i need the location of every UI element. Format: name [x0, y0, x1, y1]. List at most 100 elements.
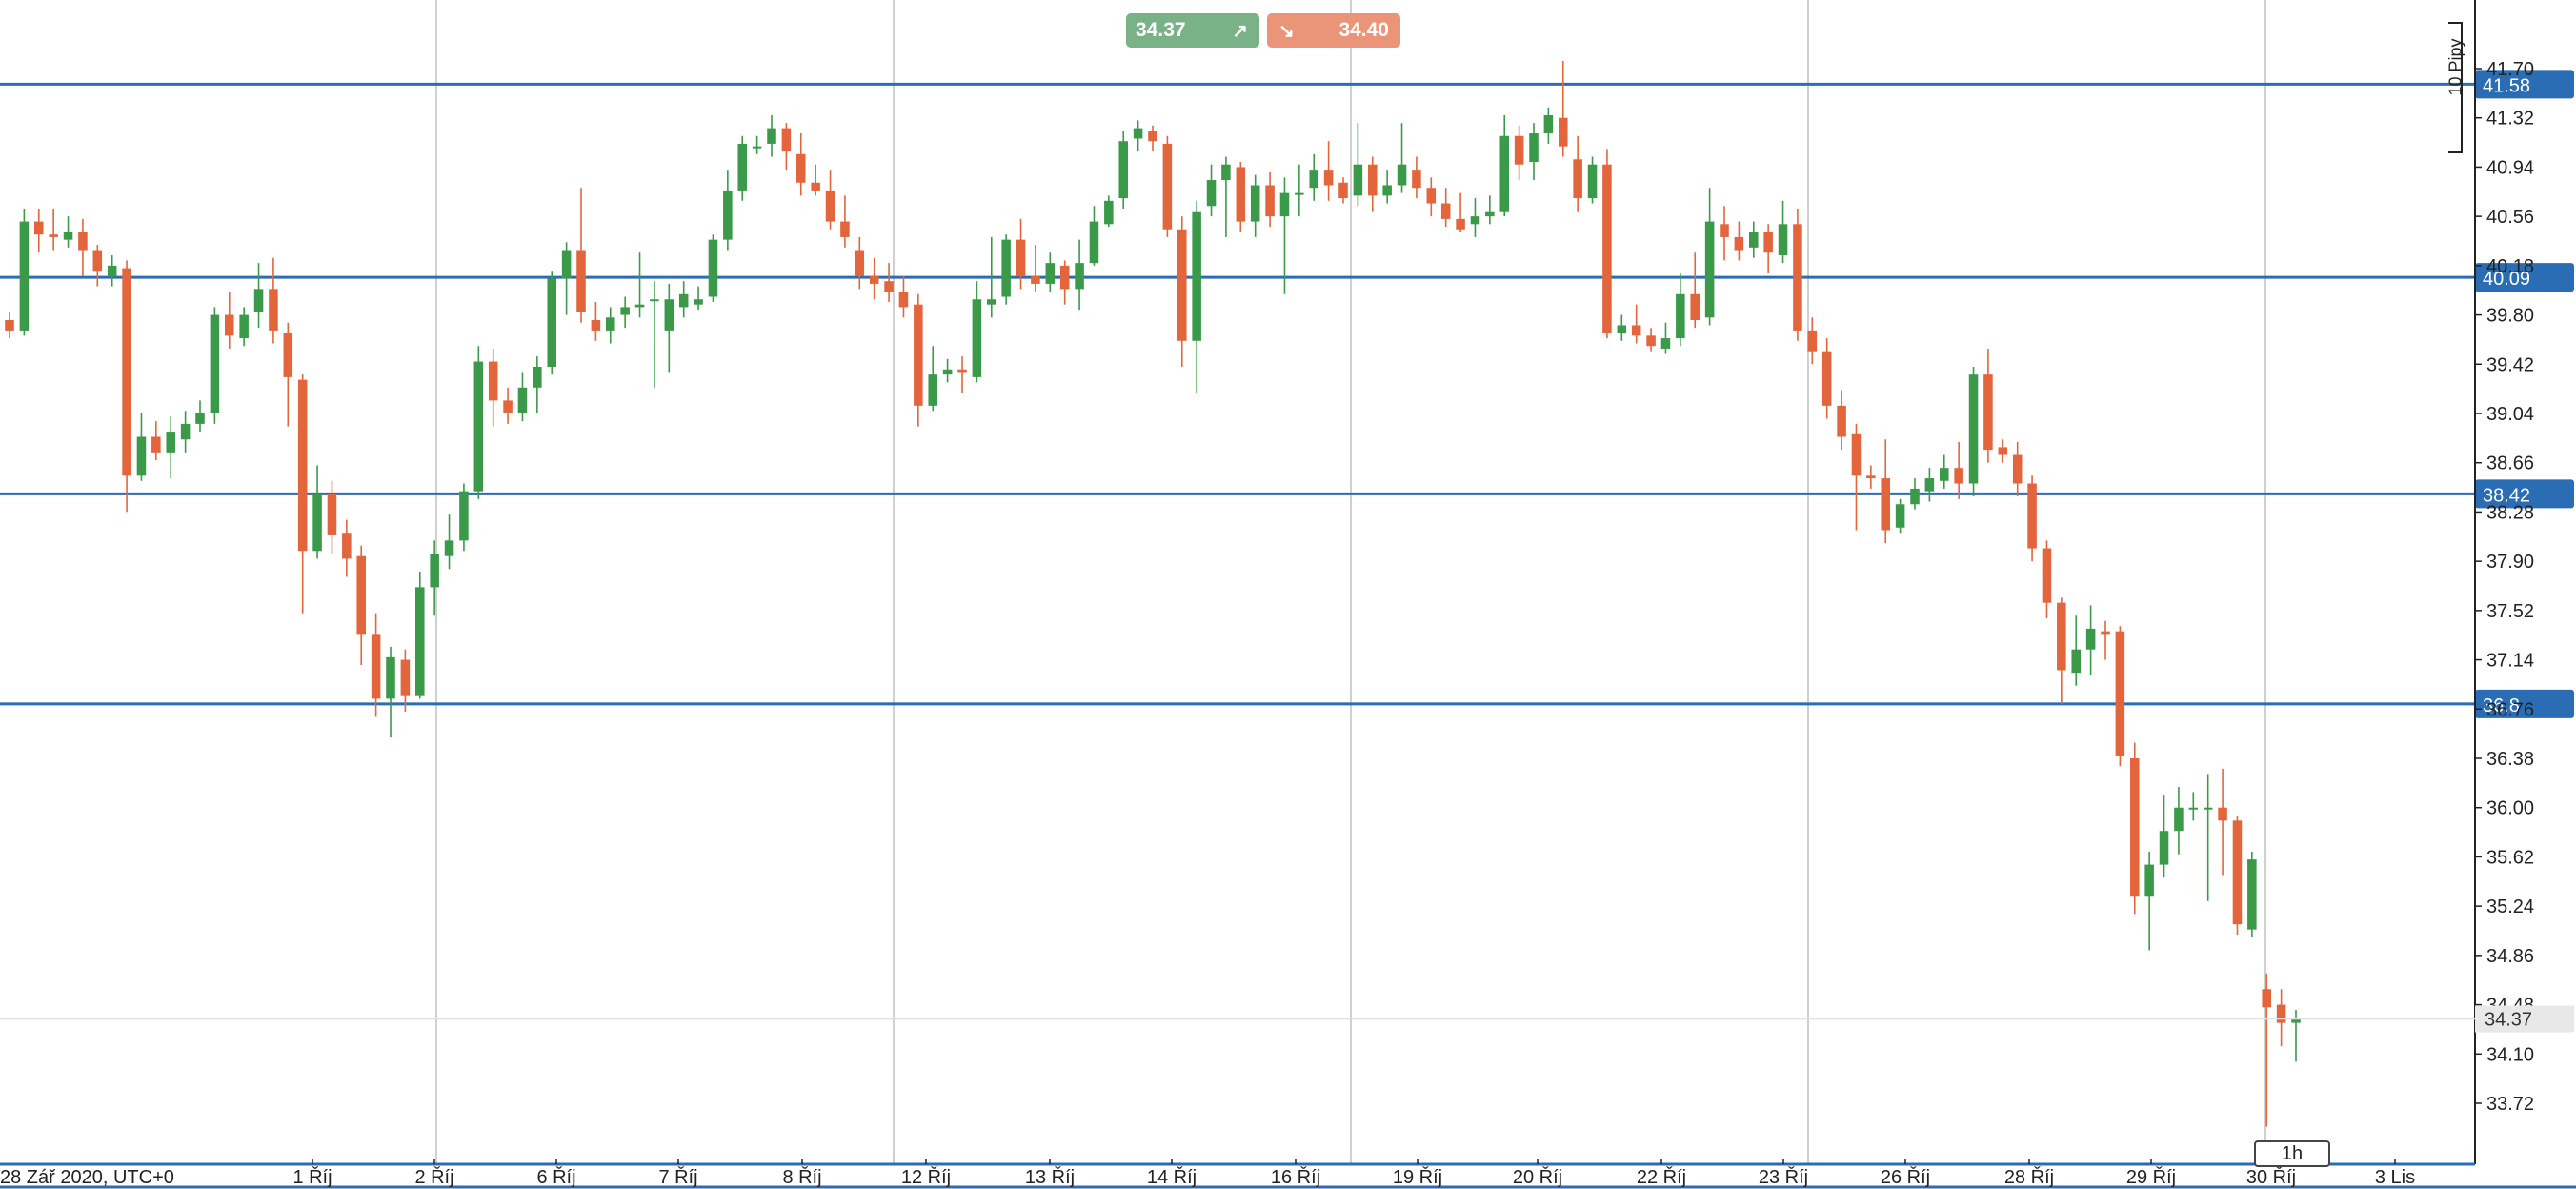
candle-body	[2042, 548, 2052, 603]
candle	[606, 307, 615, 344]
candle	[1148, 125, 1157, 152]
candle	[459, 483, 469, 552]
candle-body	[1704, 221, 1715, 318]
x-tick-label: 19 Říj	[1393, 1166, 1442, 1188]
horizontal-levels[interactable]: 41.58 40.09 38.42 36.8	[0, 70, 2574, 718]
candle	[312, 465, 322, 559]
candle	[225, 292, 234, 349]
y-axis[interactable]: 41.70 41.32 40.94 40.56 40.18 39.80 39.42 39.04…	[2474, 0, 2534, 1164]
candle-body	[415, 587, 425, 696]
candle-body	[136, 436, 147, 476]
candle	[1851, 423, 1862, 531]
candle-body	[239, 314, 249, 339]
x-tick-label: 1 Říj	[292, 1166, 332, 1188]
candle	[987, 236, 996, 318]
candle-body	[400, 659, 411, 696]
y-tick-label: 41.32	[2486, 109, 2534, 130]
candle-body	[606, 317, 615, 331]
candle	[811, 164, 820, 196]
candle	[1529, 123, 1539, 181]
candle	[1206, 164, 1217, 217]
candle	[1954, 441, 1963, 499]
candle	[2262, 973, 2271, 1127]
candle	[2247, 851, 2257, 937]
candle-body	[678, 293, 689, 308]
candle	[781, 123, 792, 171]
candle-body	[430, 553, 439, 588]
candle-body	[1295, 192, 1304, 195]
price-level-label: 40.09	[2483, 269, 2530, 290]
candle	[1426, 177, 1437, 217]
candle	[1514, 125, 1524, 181]
candle-body	[1968, 374, 1979, 484]
candle	[767, 114, 776, 157]
candle	[2027, 475, 2037, 562]
candle	[327, 480, 337, 554]
price-level[interactable]: 38.42	[0, 479, 2574, 509]
candle-body	[2027, 483, 2037, 549]
candle-body	[1543, 114, 1554, 134]
price-level[interactable]: 41.58	[0, 70, 2574, 99]
candle-body	[49, 234, 58, 237]
candle-body	[957, 369, 967, 373]
candle-body	[225, 314, 234, 336]
candle-body	[1368, 164, 1378, 196]
candle	[737, 135, 747, 201]
candle-body	[2232, 820, 2243, 925]
candle	[269, 257, 278, 344]
candle-body	[1617, 325, 1627, 333]
y-tick-label: 39.04	[2486, 404, 2534, 425]
candle-body	[1338, 182, 1348, 199]
candle-body	[180, 423, 191, 440]
candle	[942, 358, 953, 383]
y-tick-label: 40.56	[2486, 207, 2534, 228]
candle	[1089, 206, 1099, 266]
candle-body	[869, 275, 879, 284]
candle-body	[1499, 135, 1509, 212]
candle-body	[2012, 454, 2023, 484]
candle	[1075, 239, 1084, 311]
timeframe-selector[interactable]: 1h	[2254, 1140, 2330, 1167]
candle	[430, 540, 439, 616]
buy-button[interactable]: 34.37 ↗	[1126, 13, 1259, 48]
y-tick-label: 37.14	[2486, 651, 2534, 672]
sell-button[interactable]: ↘ 34.40	[1267, 13, 1400, 48]
candle	[63, 216, 73, 248]
candle-body	[92, 250, 103, 272]
candle-body	[1412, 170, 1421, 189]
candle	[2130, 742, 2140, 915]
candle	[49, 208, 58, 251]
candle-body	[342, 533, 352, 559]
candle-body	[1192, 211, 1201, 341]
candle	[107, 254, 117, 287]
candle-body	[1573, 159, 1582, 199]
price-level[interactable]: 40.09	[0, 263, 2574, 292]
candle	[1559, 60, 1568, 157]
x-tick-label: 23 Říj	[1759, 1166, 1808, 1188]
candle	[195, 400, 205, 433]
candle-body	[1998, 447, 2008, 455]
x-axis[interactable]: 28 Zář 2020, UTC+0 1 Říj 2 Říj 6 Říj 7 Říj 8 …	[0, 1159, 2576, 1189]
candle	[1045, 252, 1056, 292]
candle	[1485, 195, 1495, 225]
y-tick-label: 38.28	[2486, 502, 2534, 523]
current-price-label: 34.37	[2485, 1010, 2532, 1031]
timeframe-label: 1h	[2281, 1142, 2304, 1164]
price-level-label: 41.58	[2483, 75, 2530, 96]
candle	[1793, 208, 1802, 341]
candle	[1104, 195, 1114, 228]
candle	[1704, 188, 1715, 326]
candle-body	[1881, 478, 1890, 531]
y-tick-label: 33.72	[2486, 1094, 2534, 1115]
candle	[855, 236, 865, 290]
price-level[interactable]: 36.8	[0, 689, 2574, 718]
candle-body	[796, 153, 806, 183]
candle-body	[884, 281, 894, 292]
buy-price: 34.37	[1136, 19, 1186, 41]
candle-body	[1778, 224, 1788, 255]
candle-body	[2057, 602, 2066, 671]
candle-body	[1763, 232, 1773, 253]
candle	[1866, 465, 1876, 489]
candle-body	[898, 292, 909, 308]
